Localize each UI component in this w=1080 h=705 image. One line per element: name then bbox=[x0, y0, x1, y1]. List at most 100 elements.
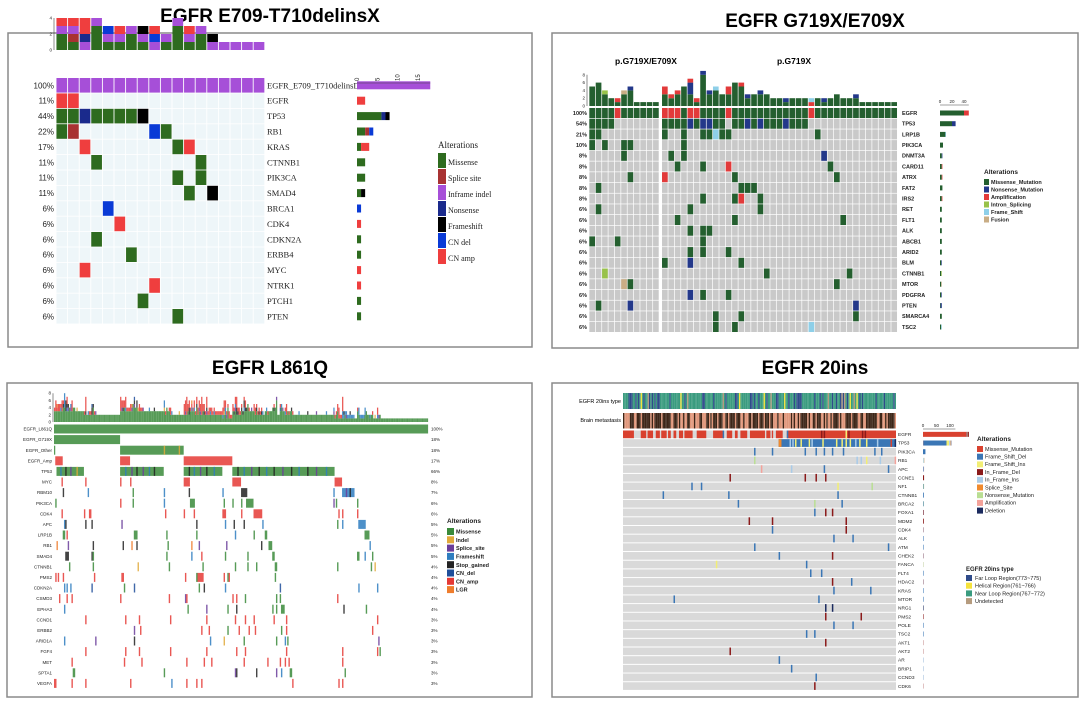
row-count-bar bbox=[940, 281, 942, 287]
cell-background bbox=[68, 309, 79, 324]
cell-background bbox=[700, 268, 706, 279]
annotation-cell-brain-metastasis bbox=[826, 413, 828, 429]
panel-title-e709: EGFR E709-T710delinsX bbox=[160, 6, 380, 27]
top-axis-tick-label: 0 bbox=[49, 48, 52, 53]
cell-background bbox=[614, 118, 621, 129]
annotation-cell-20ins-type bbox=[714, 393, 716, 409]
cell-background bbox=[751, 129, 757, 140]
sample-count-bar bbox=[808, 98, 815, 103]
alteration-cell bbox=[845, 439, 847, 447]
cell-background bbox=[744, 300, 751, 311]
cell-background bbox=[184, 278, 195, 293]
sample-count-bar bbox=[371, 414, 374, 422]
sample-count-bar bbox=[383, 418, 385, 422]
cell-background bbox=[218, 139, 230, 155]
alteration-cell bbox=[371, 551, 374, 561]
legend-item: Frame_Shift_Ins bbox=[985, 462, 1026, 468]
annotation-cell-20ins-type bbox=[815, 393, 817, 409]
alteration-cell bbox=[831, 508, 834, 517]
alteration-cell bbox=[825, 638, 827, 647]
gene-label: DNMT3A bbox=[902, 154, 925, 160]
gene-label: TP53 bbox=[41, 469, 52, 474]
alteration-cell bbox=[827, 108, 834, 118]
alteration-cell bbox=[196, 530, 198, 540]
cell-background bbox=[725, 204, 732, 215]
sample-count-bar bbox=[222, 414, 224, 419]
alteration-cell bbox=[333, 488, 335, 498]
cell-background bbox=[653, 161, 659, 172]
cell-background bbox=[253, 278, 265, 293]
sample-count-bar bbox=[189, 407, 192, 412]
row-count-bar bbox=[923, 588, 924, 594]
sample-count-bar bbox=[317, 414, 319, 422]
annotation-cell-20ins-type bbox=[807, 393, 809, 409]
sample-count-bar bbox=[865, 102, 872, 106]
alteration-cell bbox=[729, 473, 731, 482]
alteration-cell bbox=[369, 541, 371, 551]
sample-count-bar bbox=[125, 396, 127, 408]
sample-count-bar bbox=[209, 411, 212, 415]
gene-label: KRAS bbox=[267, 142, 290, 152]
percent-label: 6% bbox=[579, 271, 587, 277]
sample-count-bar bbox=[54, 411, 56, 422]
sample-count-bar bbox=[160, 34, 172, 42]
legend-swatch bbox=[977, 484, 983, 491]
alteration-cell bbox=[186, 594, 188, 604]
annotation-cell-20ins-type bbox=[835, 393, 838, 409]
sample-count-bar bbox=[653, 102, 659, 106]
alteration-cell bbox=[357, 509, 359, 519]
annotation-cell-brain-metastasis bbox=[838, 413, 841, 429]
sample-count-bar bbox=[217, 414, 219, 422]
sample-count-bar bbox=[288, 411, 290, 415]
annotation-cell-brain-metastasis bbox=[715, 413, 718, 429]
cell-background bbox=[126, 232, 137, 247]
cell-background bbox=[789, 300, 796, 311]
cell-background bbox=[884, 322, 891, 332]
alteration-cell bbox=[102, 201, 114, 216]
cell-background bbox=[621, 247, 627, 258]
sample-count-bar bbox=[149, 26, 160, 34]
annotation-cell-20ins-type bbox=[830, 393, 832, 409]
sample-count-bar bbox=[662, 94, 668, 106]
cell-background bbox=[114, 247, 126, 262]
sample-count-bar bbox=[232, 404, 234, 412]
alteration-segment bbox=[668, 430, 671, 439]
alteration-cell bbox=[234, 615, 237, 625]
cell-background bbox=[608, 172, 615, 183]
cell-background bbox=[681, 268, 687, 279]
cell-background bbox=[633, 322, 640, 332]
cell-background bbox=[763, 236, 770, 247]
cell-background bbox=[865, 161, 872, 172]
alteration-cell bbox=[130, 678, 132, 688]
gene-label: ALK bbox=[902, 229, 913, 235]
cell-background bbox=[878, 247, 885, 258]
annotation-cell-brain-metastasis bbox=[695, 413, 697, 429]
alteration-cell bbox=[142, 466, 144, 476]
annotation-cell-20ins-type bbox=[891, 393, 894, 409]
gene-label: ERBB2 bbox=[37, 628, 52, 633]
alteration-cell bbox=[783, 118, 789, 129]
cell-background bbox=[821, 193, 827, 204]
sample-count-bar bbox=[85, 396, 87, 412]
cell-background bbox=[218, 216, 230, 232]
cell-background bbox=[627, 150, 634, 161]
cell-background bbox=[137, 262, 149, 278]
cell-background bbox=[821, 257, 827, 268]
alteration-cell bbox=[138, 647, 141, 657]
cell-background bbox=[795, 215, 802, 225]
sample-count-bar bbox=[192, 411, 194, 422]
alteration-cell bbox=[164, 509, 167, 519]
alteration-cell bbox=[662, 129, 668, 140]
legend-item: CN_del bbox=[456, 571, 475, 577]
cell-background bbox=[834, 300, 840, 311]
cell-background bbox=[865, 247, 872, 258]
cell-background bbox=[738, 247, 745, 258]
cell-background bbox=[149, 232, 160, 247]
annotation-cell-20ins-type bbox=[710, 393, 712, 409]
annotation-cell-20ins-type bbox=[827, 393, 830, 409]
legend-swatch bbox=[447, 586, 454, 594]
cell-background bbox=[668, 247, 675, 258]
sample-count-bar bbox=[207, 414, 209, 422]
sample-count-bar bbox=[193, 411, 195, 422]
alteration-cell bbox=[763, 118, 770, 129]
